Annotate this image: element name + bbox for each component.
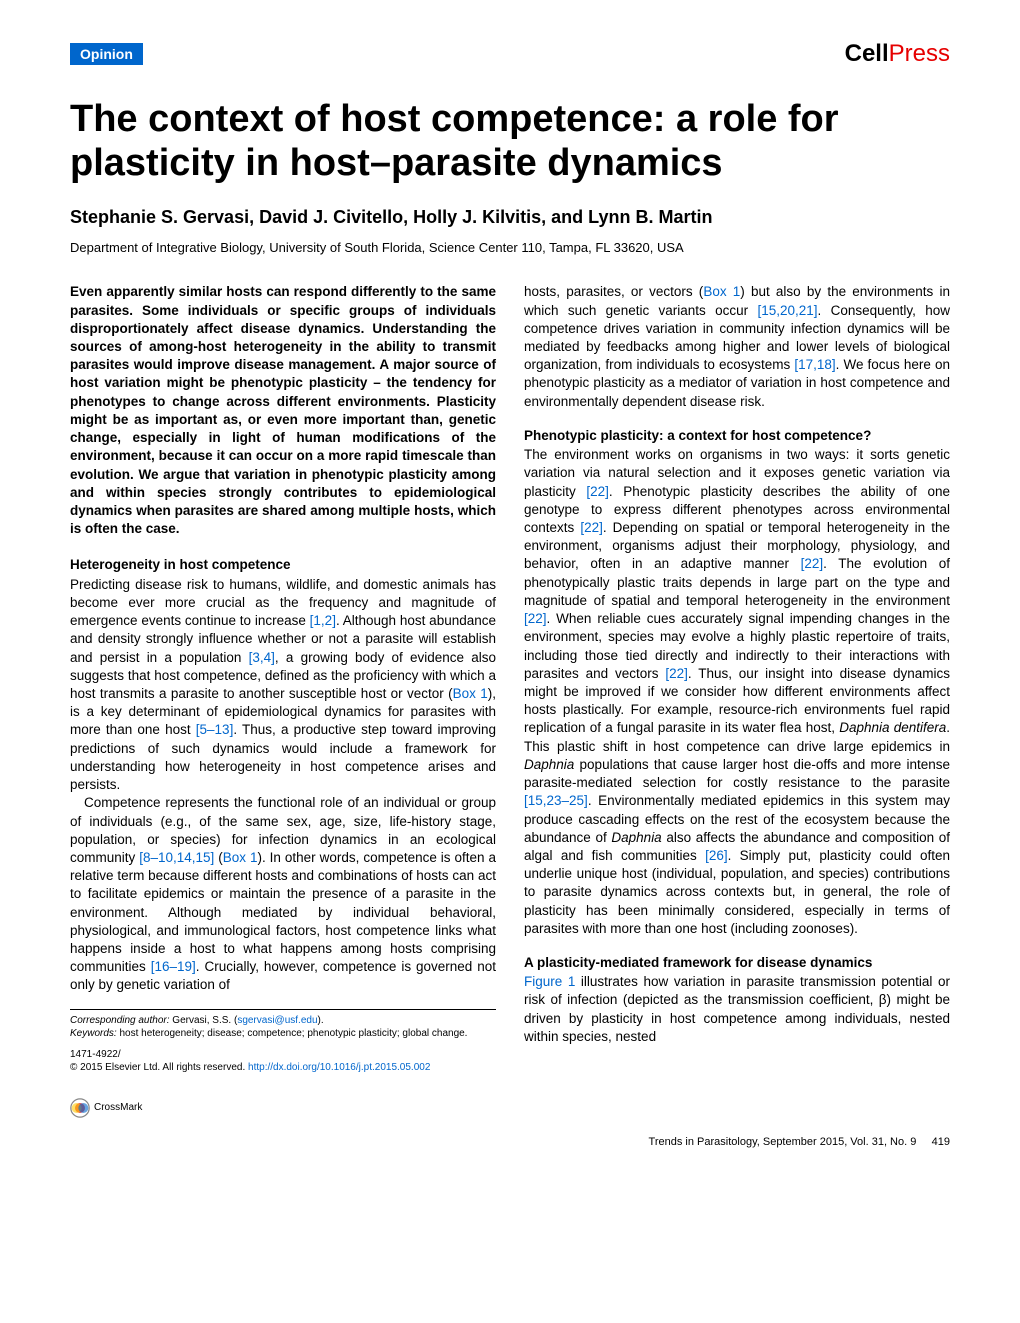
species-name: Daphnia <box>524 757 574 772</box>
crossmark-label: CrossMark <box>94 1101 142 1115</box>
crossmark-badge[interactable]: CrossMark <box>70 1098 496 1118</box>
column-left: Even apparently similar hosts can respon… <box>70 283 496 1117</box>
box-link[interactable]: Box 1 <box>703 284 740 299</box>
email-link[interactable]: sgervasi@usf.edu <box>237 1015 317 1026</box>
footnotes: Corresponding author: Gervasi, S.S. (sge… <box>70 1009 496 1074</box>
citation-link[interactable]: [1,2] <box>310 613 336 628</box>
species-name: Daphnia dentifera <box>839 720 946 735</box>
citation-link[interactable]: [16–19] <box>151 959 196 974</box>
article-type-tag: Opinion <box>70 43 143 65</box>
section-heading: Phenotypic plasticity: a context for hos… <box>524 427 950 445</box>
page-number: 419 <box>932 1136 950 1148</box>
citation-link[interactable]: [15,20,21] <box>757 303 817 318</box>
journal-info: Trends in Parasitology, September 2015, … <box>649 1136 917 1148</box>
brand-cell: Cell <box>845 40 889 67</box>
body-paragraph: Figure 1 illustrates how variation in pa… <box>524 973 950 1046</box>
issn: 1471-4922/ <box>70 1048 496 1061</box>
corresponding-author: Corresponding author: Gervasi, S.S. (sge… <box>70 1014 496 1027</box>
citation-link[interactable]: [5–13] <box>196 722 234 737</box>
citation-link[interactable]: [22] <box>665 666 688 681</box>
copyright-line: © 2015 Elsevier Ltd. All rights reserved… <box>70 1061 496 1074</box>
authors: Stephanie S. Gervasi, David J. Civitello… <box>70 207 950 228</box>
footer-right: Trends in Parasitology, September 2015, … <box>649 1136 950 1148</box>
species-name: Daphnia <box>611 830 661 845</box>
body-paragraph: Predicting disease risk to humans, wildl… <box>70 576 496 795</box>
page-footer: Trends in Parasitology, September 2015, … <box>70 1136 950 1148</box>
citation-link[interactable]: [22] <box>580 520 603 535</box>
citation-link[interactable]: [3,4] <box>249 650 275 665</box>
citation-link[interactable]: [15,23–25] <box>524 793 588 808</box>
citation-link[interactable]: [26] <box>705 848 728 863</box>
article-title: The context of host competence: a role f… <box>70 98 950 185</box>
two-column-body: Even apparently similar hosts can respon… <box>70 283 950 1117</box>
section-heading: Heterogeneity in host competence <box>70 556 496 574</box>
crossmark-icon <box>70 1098 90 1118</box>
box-link[interactable]: Box 1 <box>223 850 258 865</box>
citation-link[interactable]: [8–10,14,15] <box>139 850 214 865</box>
doi-link[interactable]: http://dx.doi.org/10.1016/j.pt.2015.05.0… <box>248 1062 430 1073</box>
abstract: Even apparently similar hosts can respon… <box>70 283 496 538</box>
body-paragraph: Competence represents the functional rol… <box>70 794 496 994</box>
keywords-line: Keywords: host heterogeneity; disease; c… <box>70 1027 496 1040</box>
body-paragraph: hosts, parasites, or vectors (Box 1) but… <box>524 283 950 411</box>
citation-link[interactable]: [17,18] <box>794 357 835 372</box>
publisher-logo: CellPress <box>845 40 950 68</box>
column-right: hosts, parasites, or vectors (Box 1) but… <box>524 283 950 1117</box>
citation-link[interactable]: [22] <box>801 556 824 571</box>
affiliation: Department of Integrative Biology, Unive… <box>70 240 950 255</box>
box-link[interactable]: Box 1 <box>453 686 488 701</box>
figure-link[interactable]: Figure 1 <box>524 974 575 989</box>
brand-press: Press <box>889 40 950 67</box>
citation-link[interactable]: [22] <box>586 484 609 499</box>
citation-link[interactable]: [22] <box>524 611 547 626</box>
section-heading: A plasticity-mediated framework for dise… <box>524 954 950 972</box>
header-bar: Opinion CellPress <box>70 40 950 68</box>
body-paragraph: The environment works on organisms in tw… <box>524 446 950 938</box>
